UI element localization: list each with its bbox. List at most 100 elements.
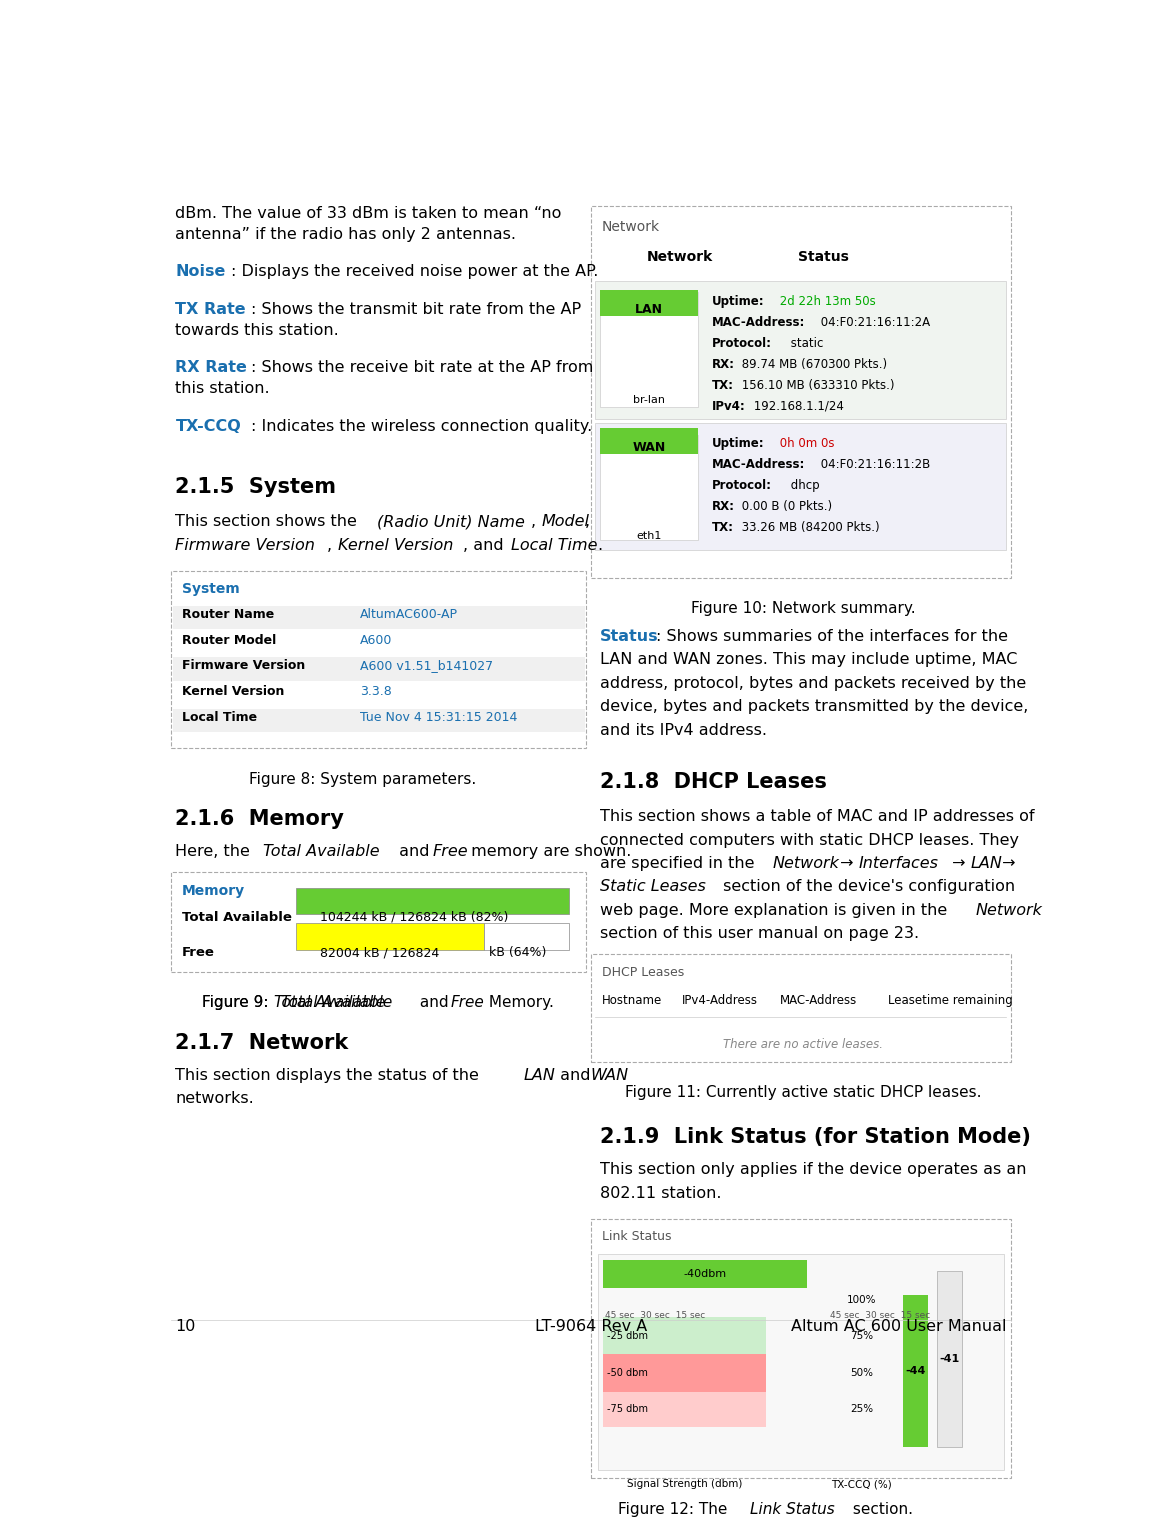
Bar (484, 922, 568, 949)
Text: (Radio Unit) Name: (Radio Unit) Name (377, 515, 526, 530)
Bar (603, 1391, 766, 1426)
Text: 04:F0:21:16:11:2A: 04:F0:21:16:11:2A (817, 316, 930, 328)
Text: -40dbm: -40dbm (684, 1268, 726, 1279)
Text: Link Status: Link Status (749, 1502, 835, 1516)
Bar (936, 1271, 962, 1446)
Text: and: and (415, 995, 453, 1010)
Text: 75%: 75% (850, 1331, 873, 1341)
Text: TX-CCQ: TX-CCQ (175, 419, 241, 433)
Text: static: static (787, 337, 824, 349)
Bar (173, 632, 585, 655)
Bar (595, 281, 1007, 419)
Bar (173, 658, 585, 681)
Text: 2.1.8  DHCP Leases: 2.1.8 DHCP Leases (600, 772, 827, 791)
Text: dhcp: dhcp (787, 480, 820, 492)
Bar (595, 424, 1007, 550)
Text: Link Status: Link Status (602, 1230, 671, 1243)
Text: Figure 9:: Figure 9: (202, 995, 273, 1010)
Text: : Shows summaries of the interfaces for the: : Shows summaries of the interfaces for … (656, 629, 1008, 644)
Text: -50 dbm: -50 dbm (606, 1369, 648, 1378)
FancyBboxPatch shape (171, 571, 587, 749)
Text: 50%: 50% (850, 1369, 873, 1378)
Text: -41: -41 (939, 1353, 959, 1364)
Text: 100%: 100% (847, 1294, 876, 1305)
Text: Figure 9:: Figure 9: (202, 995, 273, 1010)
Text: Network: Network (773, 857, 839, 870)
Text: 0.00 B (0 Pkts.): 0.00 B (0 Pkts.) (738, 500, 832, 513)
Text: ,: , (327, 538, 338, 553)
Text: 802.11 station.: 802.11 station. (600, 1186, 722, 1202)
Text: LT-9064 Rev A: LT-9064 Rev A (535, 1320, 647, 1334)
Text: -25 dbm: -25 dbm (606, 1331, 648, 1341)
Text: WAN: WAN (632, 441, 665, 454)
Text: TX Rate: TX Rate (175, 302, 246, 316)
Text: Total Available: Total Available (281, 995, 392, 1010)
Text: section of the device's configuration: section of the device's configuration (718, 880, 1015, 895)
Bar (173, 606, 585, 629)
Text: DHCP Leases: DHCP Leases (602, 966, 684, 978)
Text: IPv4-Address: IPv4-Address (683, 993, 758, 1007)
Text: 25%: 25% (850, 1404, 873, 1414)
Text: Total Available: Total Available (263, 845, 379, 860)
Text: Static Leases: Static Leases (600, 880, 706, 895)
Text: This section only applies if the device operates as an: This section only applies if the device … (600, 1162, 1026, 1177)
Bar (598, 1253, 1004, 1470)
FancyBboxPatch shape (171, 872, 587, 972)
Text: Free: Free (451, 995, 484, 1010)
Text: LAN: LAN (635, 302, 663, 316)
Text: antenna” if the radio has only 2 antennas.: antenna” if the radio has only 2 antenna… (175, 226, 517, 242)
Text: →: → (835, 857, 859, 870)
Text: There are no active leases.: There are no active leases. (723, 1039, 883, 1051)
Text: Total Available: Total Available (273, 995, 385, 1010)
Text: -44: -44 (905, 1366, 926, 1376)
FancyBboxPatch shape (590, 954, 1011, 1062)
Text: Router Name: Router Name (182, 608, 274, 621)
Bar (600, 292, 698, 407)
Text: Figure 11: Currently active static DHCP leases.: Figure 11: Currently active static DHCP … (625, 1085, 981, 1100)
Text: address, protocol, bytes and packets received by the: address, protocol, bytes and packets rec… (600, 676, 1026, 691)
Text: connected computers with static DHCP leases. They: connected computers with static DHCP lea… (600, 832, 1019, 848)
Text: Network: Network (647, 251, 713, 264)
Text: RX Rate: RX Rate (175, 360, 247, 375)
Text: →: → (997, 857, 1016, 870)
Text: This section shows the: This section shows the (175, 515, 362, 530)
Text: LAN: LAN (971, 857, 1003, 870)
Text: This section displays the status of the: This section displays the status of the (175, 1068, 484, 1083)
Bar (173, 709, 585, 732)
Text: 156.10 MB (633310 Pkts.): 156.10 MB (633310 Pkts.) (738, 378, 895, 392)
Text: Local Time: Local Time (182, 711, 257, 725)
Text: Altum AC 600 User Manual: Altum AC 600 User Manual (791, 1320, 1007, 1334)
Text: ,: , (532, 515, 541, 530)
Text: LAN: LAN (523, 1068, 556, 1083)
Text: web page. More explanation is given in the: web page. More explanation is given in t… (600, 902, 952, 917)
Text: MAC-Address: MAC-Address (781, 993, 858, 1007)
Text: Figure 10: Network summary.: Figure 10: Network summary. (691, 602, 915, 617)
Text: eth1: eth1 (636, 530, 662, 541)
Text: device, bytes and packets transmitted by the device,: device, bytes and packets transmitted by… (600, 699, 1028, 714)
Text: Tue Nov 4 15:31:15 2014: Tue Nov 4 15:31:15 2014 (361, 711, 518, 725)
Text: : Shows the transmit bit rate from the AP: : Shows the transmit bit rate from the A… (251, 302, 581, 316)
Text: This section shows a table of MAC and IP addresses of: This section shows a table of MAC and IP… (600, 810, 1034, 825)
Text: Free: Free (432, 845, 468, 860)
Text: AltumAC600-AP: AltumAC600-AP (361, 608, 459, 621)
Text: 0h 0m 0s: 0h 0m 0s (776, 437, 835, 450)
Text: this station.: this station. (175, 381, 270, 396)
Text: -75 dbm: -75 dbm (606, 1404, 648, 1414)
Text: TX:: TX: (711, 378, 733, 392)
Bar (600, 428, 698, 454)
Text: Router Model: Router Model (182, 633, 276, 647)
Text: System: System (182, 582, 240, 597)
Text: WAN: WAN (590, 1068, 630, 1083)
Text: Network: Network (975, 902, 1042, 917)
Text: Total Available: Total Available (182, 911, 292, 924)
Text: A600: A600 (361, 633, 393, 647)
Text: Here, the: Here, the (175, 845, 256, 860)
Text: A600 v1.51_b141027: A600 v1.51_b141027 (361, 659, 493, 673)
FancyBboxPatch shape (590, 205, 1011, 577)
Bar (600, 290, 698, 316)
Text: Model: Model (542, 515, 590, 530)
Bar (296, 887, 568, 914)
Text: RX:: RX: (711, 500, 734, 513)
Text: 89.74 MB (670300 Pkts.): 89.74 MB (670300 Pkts.) (738, 358, 888, 371)
Text: are specified in the: are specified in the (600, 857, 760, 870)
